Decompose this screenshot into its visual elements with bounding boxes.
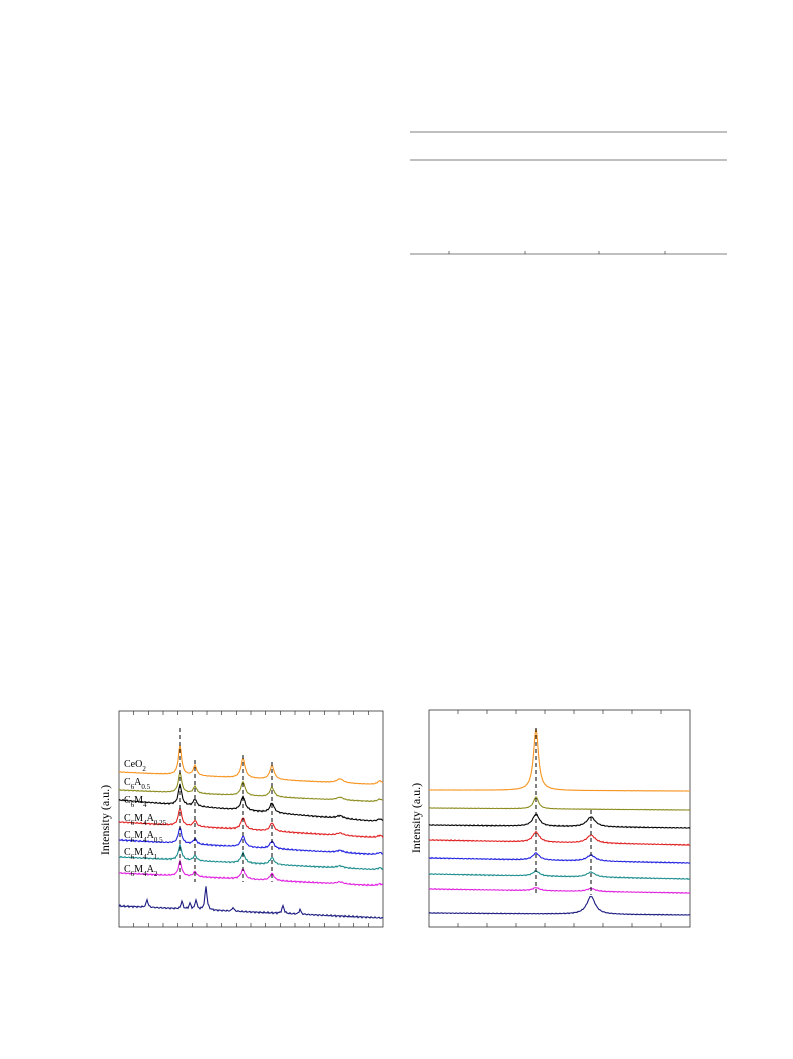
subscript: 0.25 [154, 819, 167, 827]
subscript: 0.5 [141, 783, 150, 791]
spectrum-curve [428, 796, 691, 811]
label-part: C [124, 847, 131, 858]
subscript: 6 [131, 801, 135, 809]
label-part: M [134, 830, 143, 841]
label-part: M [134, 847, 143, 858]
spectrum-curve [118, 806, 384, 839]
spectrum-curve [428, 896, 691, 916]
subscript: 0.5 [154, 836, 163, 844]
legend-label: C6M4A0.5 [124, 830, 163, 844]
label-part: A [147, 864, 155, 875]
spectrum-curve [428, 870, 691, 881]
label-part: C [124, 830, 131, 841]
legend-label: C6M4A0.25 [124, 813, 167, 827]
label-part: M [134, 864, 143, 875]
label-part: C [124, 795, 131, 806]
legend: CeO2C6A0.5C6M4C6M4A0.25C6M4A0.5C6M4A1C6M… [124, 759, 167, 878]
subscript: 4 [143, 870, 147, 878]
left-y-label: Intensity (a.u.) [98, 785, 112, 855]
subscript: 6 [131, 783, 135, 791]
spectrum-curve [428, 830, 691, 847]
table-rules [410, 131, 727, 255]
legend-label: C6M4A2 [124, 864, 158, 878]
spectrum-curve [428, 887, 691, 895]
spectrum-curve [429, 728, 691, 792]
subscript: 4 [143, 801, 147, 809]
subscript: 6 [131, 819, 135, 827]
label-part: A [147, 813, 155, 824]
spectrum-curve [118, 783, 384, 822]
label-part: M [134, 813, 143, 824]
label-part: M [134, 795, 143, 806]
label-part: C [124, 813, 131, 824]
label-part: A [147, 830, 155, 841]
spectrum-curve [118, 844, 384, 871]
subscript: 4 [143, 819, 147, 827]
label-part: C [124, 777, 131, 788]
spectrum-curve [118, 886, 384, 919]
label-part: A [134, 777, 142, 788]
subscript: 4 [143, 853, 147, 861]
spectrum-curve [428, 813, 691, 829]
spectrum-curve [428, 852, 691, 864]
subscript: 6 [131, 853, 135, 861]
spectrum-curve [118, 858, 384, 887]
legend-label: CeO2 [124, 759, 146, 773]
label-part: A [147, 847, 155, 858]
right-plot-frame [428, 709, 691, 928]
label-part: CeO [124, 759, 142, 770]
right-y-label: Intensity (a.u.) [409, 783, 423, 853]
spectrum-curve [118, 771, 384, 803]
subscript: 2 [154, 870, 158, 878]
spectrum-curve [118, 825, 383, 856]
legend-label: C6M4 [124, 795, 147, 809]
legend-label: C6M4A1 [124, 847, 158, 861]
subscript: 4 [143, 836, 147, 844]
spectra [118, 728, 691, 919]
subscript: 2 [142, 765, 146, 773]
legend-label: C6A0.5 [124, 777, 151, 791]
label-part: C [124, 864, 131, 875]
subscript: 6 [131, 836, 135, 844]
spectrum-curve [118, 744, 384, 785]
subscript: 6 [131, 870, 135, 878]
subscript: 1 [154, 853, 158, 861]
